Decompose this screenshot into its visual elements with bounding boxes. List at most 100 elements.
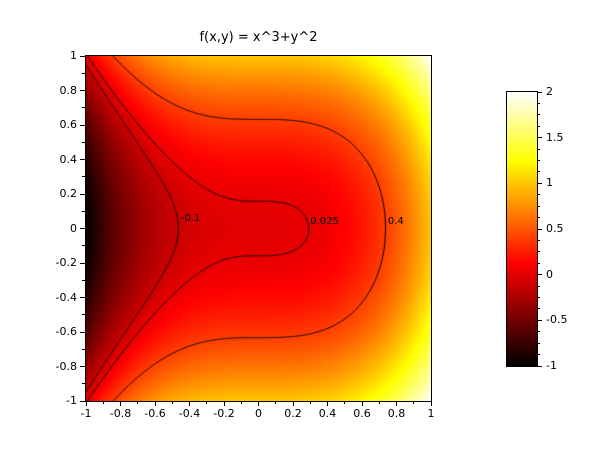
x-major-tick (120, 401, 121, 406)
y-tick-label: -0.8 (55, 359, 77, 373)
y-major-tick (80, 366, 85, 367)
colorbar-tick-label: 0.5 (546, 222, 564, 235)
colorbar-minor-tick (537, 308, 540, 310)
colorbar-major-tick (537, 137, 542, 139)
x-major-tick (258, 401, 259, 406)
contour-label: -0.1 (180, 213, 201, 224)
y-tick-label: 1 (70, 49, 77, 62)
colorbar-major-tick (537, 91, 542, 93)
x-tick-label: -0.8 (109, 407, 132, 420)
y-major-tick (80, 331, 85, 333)
colorbar-minor-tick (537, 354, 540, 356)
x-major-tick (396, 401, 397, 406)
y-minor-tick (82, 383, 85, 385)
y-minor-tick (82, 245, 85, 247)
colorbar-minor-tick (537, 125, 540, 127)
y-minor-tick (82, 72, 85, 74)
x-tick-label: 0.6 (353, 407, 371, 420)
colorbar-tick-label: 1.5 (546, 130, 564, 144)
colorbar-minor-tick (537, 205, 540, 207)
colorbar-minor-tick (537, 297, 540, 298)
x-tick-label: -1 (80, 407, 92, 420)
heatmap-canvas (86, 56, 431, 401)
plot-frame (85, 55, 432, 402)
x-minor-tick (171, 401, 173, 404)
y-major-tick (80, 228, 85, 229)
x-minor-tick (206, 401, 208, 404)
colorbar-minor-tick (537, 251, 540, 253)
colorbar-minor-tick (537, 262, 540, 264)
x-tick-label: -0.4 (178, 407, 201, 420)
y-tick-label: 0.8 (59, 83, 78, 97)
colorbar-minor-tick (537, 102, 540, 104)
contour-label: 0.025 (310, 215, 339, 227)
y-major-tick (80, 124, 85, 126)
x-tick-label: -0.6 (144, 407, 166, 420)
colorbar-minor-tick (537, 194, 540, 196)
y-tick-label: -1 (66, 394, 77, 407)
chart-title: f(x,y) = x^3+y^2 (199, 30, 318, 45)
colorbar-minor-tick (537, 285, 540, 287)
colorbar-minor-tick (537, 239, 540, 241)
x-tick-label: 0.4 (318, 407, 337, 420)
colorbar-minor-tick (537, 331, 540, 333)
colorbar-minor-tick (537, 148, 540, 150)
x-major-tick (154, 401, 156, 406)
y-tick-label: 0.4 (59, 152, 78, 166)
colorbar-major-tick (537, 319, 542, 321)
y-tick-label: -0.4 (55, 290, 77, 304)
x-major-tick (292, 401, 294, 406)
x-major-tick (189, 401, 190, 406)
y-major-tick (80, 297, 85, 298)
colorbar-major-tick (537, 182, 542, 184)
y-minor-tick (82, 210, 85, 212)
colorbar-gradient (507, 92, 537, 366)
x-major-tick (85, 401, 87, 406)
y-major-tick (80, 193, 85, 195)
x-major-tick (223, 401, 225, 406)
y-tick-label: 0.6 (59, 118, 78, 131)
x-tick-label: 1 (427, 407, 435, 420)
y-major-tick (80, 55, 85, 57)
colorbar-tick-label: 2 (546, 85, 553, 98)
x-minor-tick (378, 401, 380, 404)
colorbar-minor-tick (537, 114, 540, 116)
colorbar-minor-tick (537, 342, 540, 344)
colorbar-tick-label: -1 (546, 359, 557, 372)
x-minor-tick (102, 401, 104, 404)
y-tick-label: 0.2 (59, 187, 78, 200)
y-major-tick (80, 262, 85, 264)
y-major-tick (80, 90, 85, 91)
colorbar-minor-tick (537, 217, 540, 219)
y-minor-tick (82, 348, 85, 350)
colorbar-tick-label: 1 (546, 176, 553, 190)
colorbar-tick-label: -0.5 (546, 313, 568, 327)
x-minor-tick (137, 401, 139, 404)
y-minor-tick (82, 176, 85, 178)
y-tick-label: -0.2 (55, 256, 77, 269)
x-minor-tick (240, 401, 242, 404)
y-minor-tick (82, 279, 85, 281)
colorbar-major-tick (537, 228, 542, 230)
y-tick-label: -0.6 (55, 325, 77, 338)
y-major-tick (80, 400, 85, 402)
x-tick-label: 0.8 (387, 407, 406, 420)
y-tick-label: 0 (70, 221, 77, 235)
y-minor-tick (82, 107, 85, 109)
x-major-tick (327, 401, 328, 406)
x-major-tick (361, 401, 363, 406)
x-tick-label: 0 (255, 407, 262, 420)
x-minor-tick (344, 401, 346, 404)
colorbar-major-tick (537, 365, 542, 367)
x-minor-tick (275, 401, 277, 404)
colorbar-minor-tick (537, 171, 540, 173)
colorbar-major-tick (537, 274, 542, 276)
y-minor-tick (82, 141, 85, 143)
y-minor-tick (82, 314, 85, 316)
x-tick-label: -0.2 (213, 407, 235, 420)
contour-label: 0.4 (387, 215, 404, 227)
colorbar (506, 91, 538, 367)
y-major-tick (80, 159, 85, 160)
colorbar-tick-label: 0 (546, 267, 553, 281)
